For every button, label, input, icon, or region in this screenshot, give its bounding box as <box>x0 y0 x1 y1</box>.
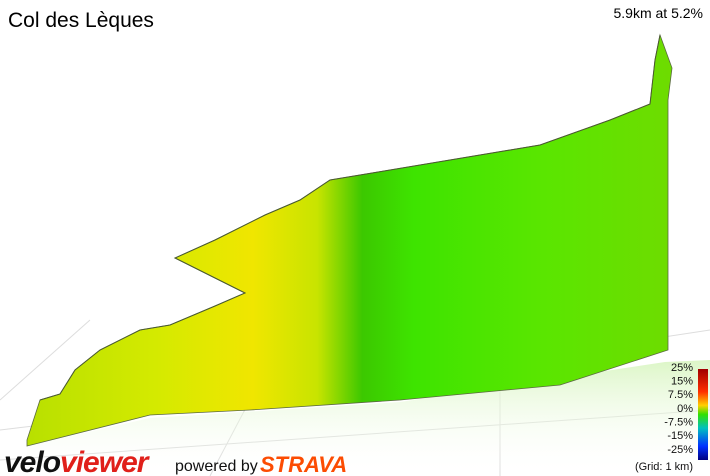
ground-glow <box>27 360 710 476</box>
logo-velo: veloviewer <box>4 446 151 476</box>
legend-tick: 7.5% <box>668 389 693 401</box>
logo-first: velo <box>4 446 61 476</box>
legend-tick: 0% <box>677 403 693 415</box>
ribbon-top-edge <box>39 34 661 401</box>
legend-tick: 15% <box>671 376 693 388</box>
legend-tick: -7.5% <box>664 417 693 429</box>
legend-tick: -15% <box>667 430 693 442</box>
strava-brand: STRAVA <box>260 452 347 476</box>
powered-by: powered by <box>175 458 258 475</box>
summary: 5.9km at 5.2% <box>614 5 704 21</box>
logo-second: viewer <box>60 446 151 476</box>
legend: 25% 15%7.5% 0% -7.5%-15% -25% <box>664 362 693 456</box>
title: Col des Lèques <box>8 9 154 32</box>
grid-note: (Grid: 1 km) <box>635 461 693 473</box>
legend-tick: -25% <box>667 444 693 456</box>
gradient-scale <box>698 369 708 460</box>
legend-tick: 25% <box>671 362 693 374</box>
